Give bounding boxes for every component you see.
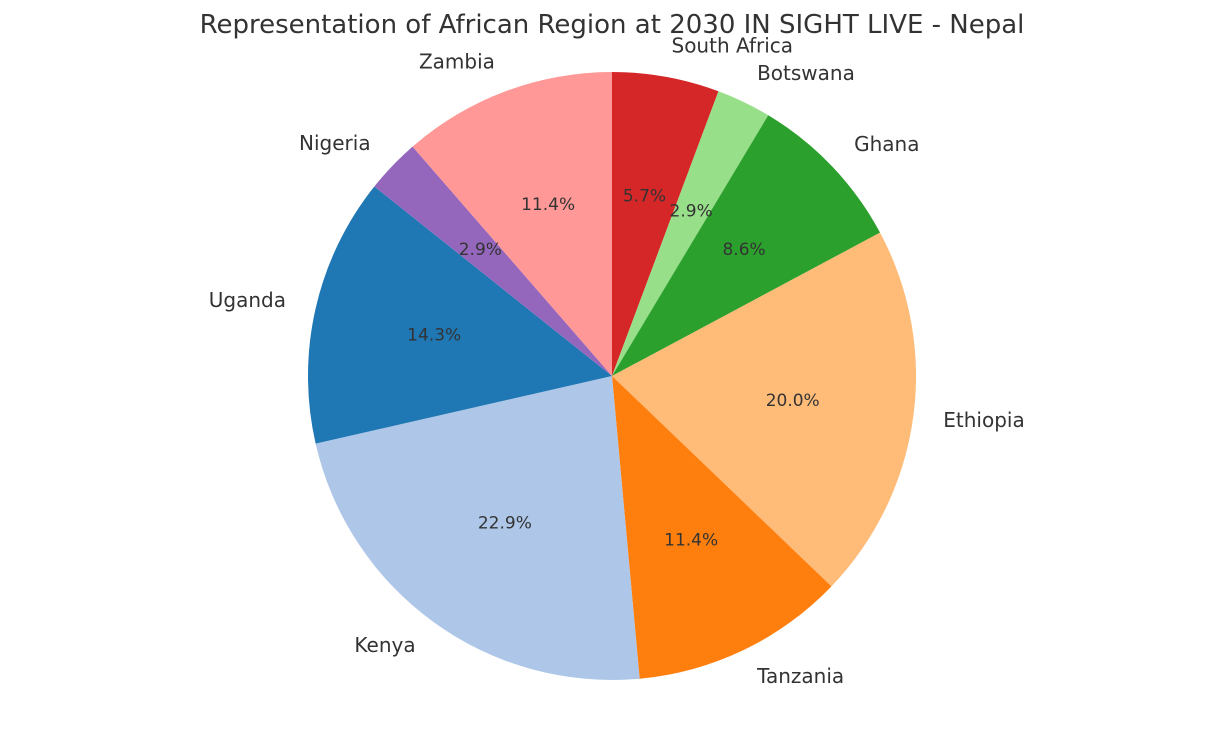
slice-label-nigeria: Nigeria — [299, 131, 371, 155]
pie-slices — [308, 72, 916, 680]
slice-label-ethiopia: Ethiopia — [943, 408, 1024, 432]
pie-slice-tanzania — [612, 376, 832, 679]
pie-slice-ghana — [612, 115, 881, 377]
slice-label-uganda: Uganda — [209, 288, 286, 312]
slice-label-kenya: Kenya — [354, 633, 415, 657]
slice-percent-uganda: 14.3% — [407, 325, 461, 345]
pie-labels: South Africa 5.7% Botswana 2.9% Ghana 8.6% Eth… — [209, 33, 1025, 687]
slice-percent-nigeria: 2.9% — [459, 240, 502, 260]
pie-slice-zambia — [412, 72, 612, 376]
slice-label-zambia: Zambia — [419, 49, 495, 73]
slice-percent-tanzania: 11.4% — [664, 530, 718, 550]
slice-percent-botswana: 2.9% — [670, 202, 713, 222]
slice-label-ghana: Ghana — [854, 132, 919, 156]
pie-slice-ethiopia — [612, 232, 916, 587]
pie-slice-nigeria — [374, 146, 612, 376]
pie-slice-kenya — [315, 376, 640, 680]
slice-label-botswana: Botswana — [757, 61, 855, 85]
slice-percent-south-africa: 5.7% — [623, 187, 666, 207]
slice-percent-ghana: 8.6% — [722, 240, 765, 260]
pie-slice-uganda — [308, 186, 612, 444]
slice-label-south-africa: South Africa — [672, 33, 794, 57]
pie-slice-botswana — [612, 91, 769, 376]
chart-title: Representation of African Region at 2030… — [200, 10, 1025, 40]
slice-percent-zambia: 11.4% — [521, 195, 575, 215]
slice-label-tanzania: Tanzania — [756, 664, 844, 688]
slice-percent-ethiopia: 20.0% — [766, 391, 820, 411]
slice-percent-kenya: 22.9% — [478, 514, 532, 534]
pie-slice-south-africa — [612, 72, 719, 376]
